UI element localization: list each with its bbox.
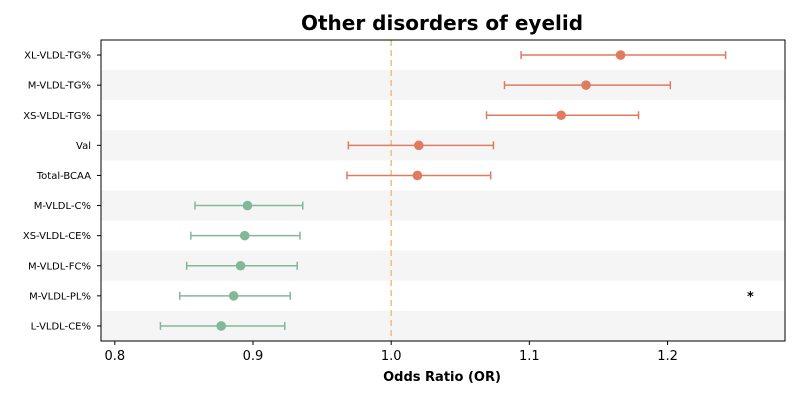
or-point xyxy=(615,50,626,60)
y-tick-label: M-VLDL-FC% xyxy=(28,261,91,272)
axes xyxy=(100,39,786,342)
or-point xyxy=(235,260,246,271)
or-point xyxy=(239,230,250,241)
or-point xyxy=(581,80,591,90)
y-tick-label: L-VLDL-CE% xyxy=(31,321,91,332)
or-point xyxy=(412,170,423,181)
x-tick-label: 1.2 xyxy=(657,349,678,364)
y-tick-label: Total-BCAA xyxy=(36,171,91,182)
y-tick-label: Val xyxy=(76,141,91,152)
or-point xyxy=(242,200,253,211)
y-tick-label: XS-VLDL-TG% xyxy=(23,111,91,122)
row-band xyxy=(101,70,785,101)
y-tick-label: M-VLDL-C% xyxy=(34,201,91,212)
x-tick-label: 0.8 xyxy=(104,349,125,364)
or-point xyxy=(228,291,239,301)
x-axis-ticks: 0.8 0.9 1.0 1.1 1.2 xyxy=(104,341,678,364)
x-tick-label: 1.1 xyxy=(519,349,540,364)
x-axis-label: Odds Ratio (OR) xyxy=(383,370,501,385)
y-tick-label: M-VLDL-PL% xyxy=(29,291,91,302)
annotations: * xyxy=(747,290,754,305)
or-point xyxy=(414,140,424,151)
chart-title: Other disorders of eyelid xyxy=(301,11,583,35)
significance-marker: * xyxy=(747,290,754,305)
y-axis-labels: XL-VLDL-TG% M-VLDL-TG% XS-VLDL-TG% Val Total… xyxy=(23,51,101,332)
x-tick-label: 0.9 xyxy=(243,349,264,364)
plot-frame xyxy=(100,39,786,342)
data-marks xyxy=(159,50,727,331)
y-tick-label: XL-VLDL-TG% xyxy=(24,51,91,62)
or-point xyxy=(216,321,227,331)
y-tick-label: XS-VLDL-CE% xyxy=(23,231,91,242)
y-tick-label: M-VLDL-TG% xyxy=(28,81,91,92)
x-tick-label: 1.0 xyxy=(381,349,402,364)
or-point xyxy=(556,110,566,121)
